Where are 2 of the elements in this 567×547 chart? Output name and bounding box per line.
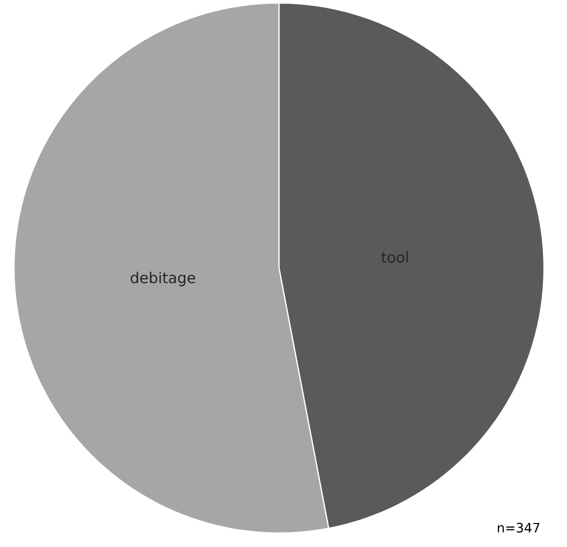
text: n=347 bbox=[498, 522, 540, 533]
slice-label: debitage bbox=[130, 272, 196, 286]
